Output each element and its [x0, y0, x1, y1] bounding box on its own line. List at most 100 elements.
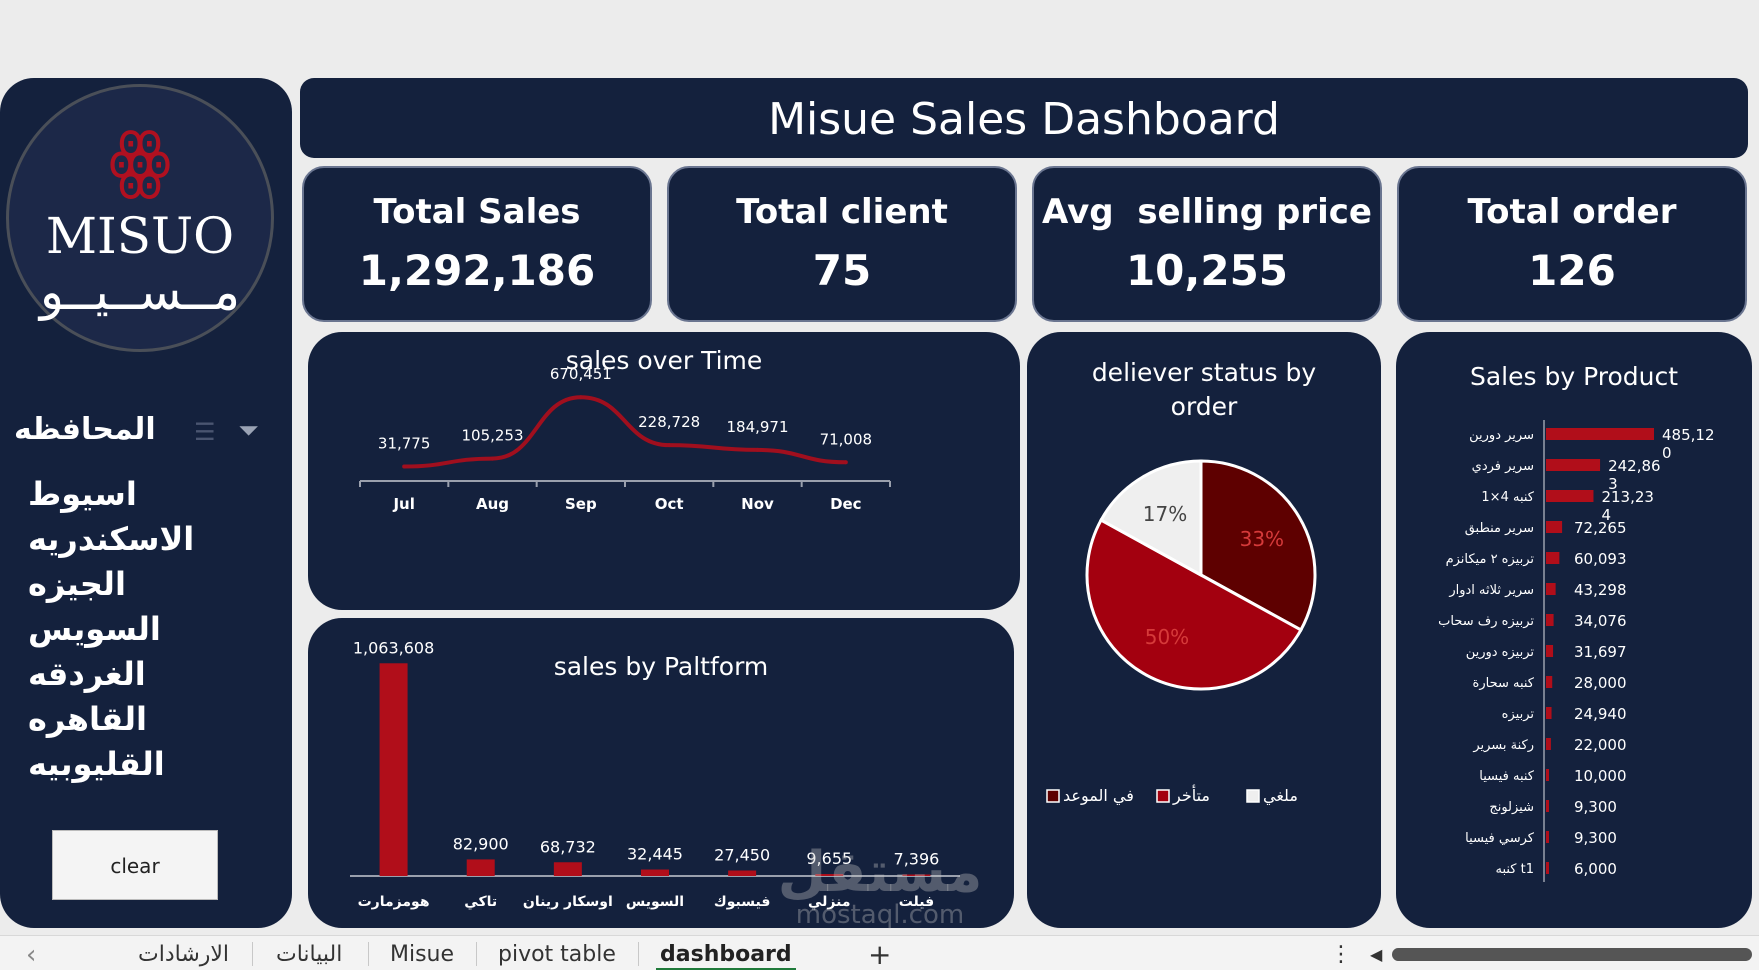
kpi-value: 75 [812, 246, 872, 295]
data-point [578, 395, 583, 400]
data-label: 72,265 [1574, 519, 1627, 537]
slicer-item[interactable]: القاهره [28, 700, 148, 738]
data-point [755, 447, 760, 452]
x-tick-label: Aug [476, 495, 509, 513]
y-tick-label: تربيزه [1502, 707, 1535, 722]
platform-bar [379, 663, 408, 876]
y-tick-label: سرير ثلاثه ادوار [1448, 583, 1534, 598]
tab-data[interactable]: البيانات [276, 942, 343, 967]
tab-dashboard[interactable]: dashboard [656, 936, 796, 970]
platform-bar [641, 869, 669, 876]
x-tick-label: منزلي [808, 894, 851, 910]
data-label: 22,000 [1574, 736, 1627, 754]
slicer-item[interactable]: الاسكندريه [28, 520, 195, 558]
product-bar [1546, 707, 1552, 719]
horizontal-scrollbar[interactable] [1392, 948, 1752, 961]
y-tick-label: كنبه 4×1 [1481, 490, 1534, 505]
sales-over-time-chart: sales over Time Jul 31,775 Aug 105,253 Sep 67… [308, 332, 1020, 610]
x-tick-label: السويس [626, 894, 684, 910]
slicer-item[interactable]: القليوبيه [28, 745, 165, 783]
data-label: 7,396 [894, 850, 940, 869]
tab-pivot-table[interactable]: pivot table [498, 942, 616, 967]
kpi-label: Total Sales [373, 192, 581, 232]
dashboard-title: Misue Sales Dashboard [768, 94, 1280, 145]
data-label: 60,093 [1574, 550, 1627, 568]
data-label: 105,253 [461, 427, 523, 445]
tab-misue[interactable]: Misue [390, 942, 455, 967]
pie-slice [1199, 459, 1317, 632]
legend-label: في الموعد [1063, 786, 1134, 806]
platform-bar [815, 874, 844, 876]
x-tick-label: Nov [741, 495, 774, 513]
kpi-label: Avg selling price [1042, 192, 1372, 232]
x-tick-label: فيلت [899, 894, 934, 910]
delivery-status-chart: deliever status by order 33% 50% 17% في الم… [1027, 332, 1381, 928]
product-bar [1546, 583, 1556, 595]
data-label: 1,063,608 [353, 638, 434, 657]
data-label: 9,655 [806, 849, 852, 868]
slicer-item[interactable]: الجيزه [28, 565, 126, 603]
data-point [402, 464, 407, 469]
tab-prev-icon[interactable]: ‹ [26, 940, 37, 970]
data-point [667, 443, 672, 448]
data-label: 9,300 [1574, 829, 1617, 847]
y-tick-label: تربيزه ٢ ميكانزم [1446, 552, 1535, 567]
scroll-left-icon[interactable]: ◀ [1370, 945, 1383, 964]
multi-select-icon[interactable]: ☰ [194, 418, 216, 446]
product-bar [1546, 738, 1551, 750]
x-tick-label: Sep [565, 495, 597, 513]
clear-button[interactable]: clear [52, 830, 218, 900]
slicer-item[interactable]: الغردقه [28, 655, 146, 693]
sales-by-platform-chart: sales by Paltform 1,063,608 هومزمارت 82,90… [308, 618, 1014, 928]
platform-bar [728, 870, 757, 876]
y-tick-label: كرسي فيسيا [1465, 831, 1535, 846]
product-bar [1546, 800, 1549, 812]
kpi-value: 10,255 [1125, 246, 1289, 295]
data-label: 242,86 3 [1608, 457, 1660, 493]
x-tick-label: Jul [392, 495, 414, 513]
legend-label: ملغي [1263, 786, 1298, 806]
logo-latin-text: MISUO [45, 207, 235, 265]
legend-swatch [1156, 789, 1170, 803]
product-bar [1546, 831, 1549, 843]
misuo-logo: ꙮ MISUO مــســيــو [6, 84, 274, 352]
data-label: 82,900 [453, 834, 509, 853]
data-label: 10,000 [1574, 767, 1627, 785]
slicer-item[interactable]: اسيوط [28, 475, 137, 513]
tab-separator [252, 942, 253, 966]
y-tick-label: سرير فردي [1472, 459, 1534, 474]
slicer-item[interactable]: السويس [28, 610, 161, 648]
y-tick-label: سرير منطبق [1465, 521, 1534, 536]
tab-guidelines[interactable]: الارشادات [138, 942, 230, 967]
chart-title: Sales by Product [1469, 362, 1679, 391]
dashboard-title-bar: Misue Sales Dashboard [300, 78, 1748, 158]
y-tick-label: ركنة بسرير [1472, 738, 1534, 753]
kpi-total-client: Total client 75 [667, 166, 1017, 322]
data-label: 485,12 0 [1662, 426, 1715, 462]
x-tick-label: تاكي [464, 894, 497, 910]
data-label: 31,697 [1574, 643, 1627, 661]
kpi-total-order: Total order 126 [1397, 166, 1747, 322]
data-label: 24,940 [1574, 705, 1627, 723]
data-label: 68,732 [540, 837, 596, 856]
data-point [843, 460, 848, 465]
legend-swatch [1046, 789, 1060, 803]
data-label: 31,775 [378, 435, 431, 453]
product-bar [1546, 459, 1601, 471]
data-label: 670,451 [550, 365, 612, 383]
y-tick-label: كنبه فيسيا [1479, 769, 1535, 784]
sheet-tab-bar: ‹ الارشادات البيانات Misue pivot table d… [0, 935, 1759, 970]
clear-filter-icon[interactable]: ⏷ [238, 416, 259, 446]
y-tick-label: تربيزه رف سحاب [1438, 614, 1534, 629]
data-label: 27,450 [714, 846, 770, 865]
pie-slice [1085, 518, 1303, 691]
sales-by-product-chart: Sales by Product سرير دورين 485,12 0 سرير ف… [1396, 332, 1752, 928]
tab-separator [638, 942, 639, 966]
kpi-label: Total order [1467, 192, 1677, 232]
more-options-icon[interactable]: ⋮ [1330, 942, 1352, 967]
data-label: 32,445 [627, 845, 683, 864]
pie-chart-svg: 33% 50% 17% في الموعد متأخر ملغي [1046, 459, 1317, 806]
legend-swatch [1246, 789, 1260, 803]
line-chart-svg: Jul 31,775 Aug 105,253 Sep 670,451 Oct 228,728 N… [359, 365, 891, 513]
add-sheet-icon[interactable]: + [868, 938, 892, 970]
